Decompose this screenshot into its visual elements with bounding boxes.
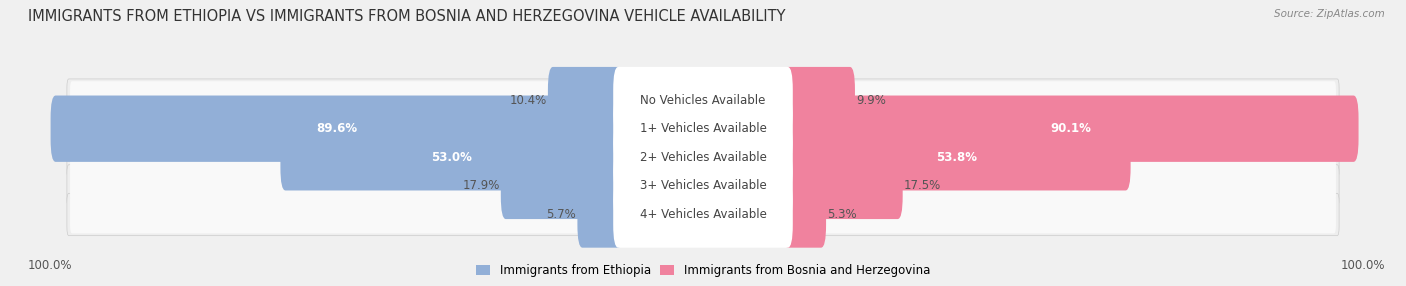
Text: Source: ZipAtlas.com: Source: ZipAtlas.com	[1274, 9, 1385, 19]
FancyBboxPatch shape	[501, 153, 623, 219]
FancyBboxPatch shape	[67, 79, 1339, 121]
FancyBboxPatch shape	[51, 96, 623, 162]
FancyBboxPatch shape	[613, 153, 793, 219]
FancyBboxPatch shape	[783, 124, 1130, 190]
FancyBboxPatch shape	[70, 138, 1336, 176]
Text: 17.9%: 17.9%	[463, 179, 499, 192]
Text: 10.4%: 10.4%	[509, 94, 547, 107]
FancyBboxPatch shape	[70, 196, 1336, 233]
FancyBboxPatch shape	[548, 67, 623, 133]
FancyBboxPatch shape	[783, 153, 903, 219]
Text: 5.3%: 5.3%	[827, 208, 856, 221]
Text: IMMIGRANTS FROM ETHIOPIA VS IMMIGRANTS FROM BOSNIA AND HERZEGOVINA VEHICLE AVAIL: IMMIGRANTS FROM ETHIOPIA VS IMMIGRANTS F…	[28, 9, 786, 23]
FancyBboxPatch shape	[613, 181, 793, 248]
Text: 53.0%: 53.0%	[432, 151, 472, 164]
Text: 3+ Vehicles Available: 3+ Vehicles Available	[640, 179, 766, 192]
Text: 89.6%: 89.6%	[316, 122, 357, 135]
Text: 100.0%: 100.0%	[1340, 259, 1385, 272]
Text: 17.5%: 17.5%	[904, 179, 941, 192]
FancyBboxPatch shape	[280, 124, 623, 190]
FancyBboxPatch shape	[783, 67, 855, 133]
Text: 90.1%: 90.1%	[1050, 122, 1091, 135]
Text: 100.0%: 100.0%	[28, 259, 73, 272]
Text: 5.7%: 5.7%	[547, 208, 576, 221]
FancyBboxPatch shape	[67, 108, 1339, 150]
Text: 9.9%: 9.9%	[856, 94, 886, 107]
FancyBboxPatch shape	[783, 96, 1358, 162]
Text: 4+ Vehicles Available: 4+ Vehicles Available	[640, 208, 766, 221]
FancyBboxPatch shape	[613, 124, 793, 190]
Text: No Vehicles Available: No Vehicles Available	[640, 94, 766, 107]
FancyBboxPatch shape	[67, 193, 1339, 236]
FancyBboxPatch shape	[783, 181, 827, 248]
FancyBboxPatch shape	[70, 110, 1336, 148]
FancyBboxPatch shape	[67, 165, 1339, 207]
FancyBboxPatch shape	[578, 181, 623, 248]
FancyBboxPatch shape	[67, 136, 1339, 178]
FancyBboxPatch shape	[70, 167, 1336, 205]
Text: 2+ Vehicles Available: 2+ Vehicles Available	[640, 151, 766, 164]
FancyBboxPatch shape	[613, 96, 793, 162]
Text: 53.8%: 53.8%	[936, 151, 977, 164]
Legend: Immigrants from Ethiopia, Immigrants from Bosnia and Herzegovina: Immigrants from Ethiopia, Immigrants fro…	[475, 264, 931, 277]
FancyBboxPatch shape	[613, 67, 793, 133]
Text: 1+ Vehicles Available: 1+ Vehicles Available	[640, 122, 766, 135]
FancyBboxPatch shape	[70, 81, 1336, 119]
